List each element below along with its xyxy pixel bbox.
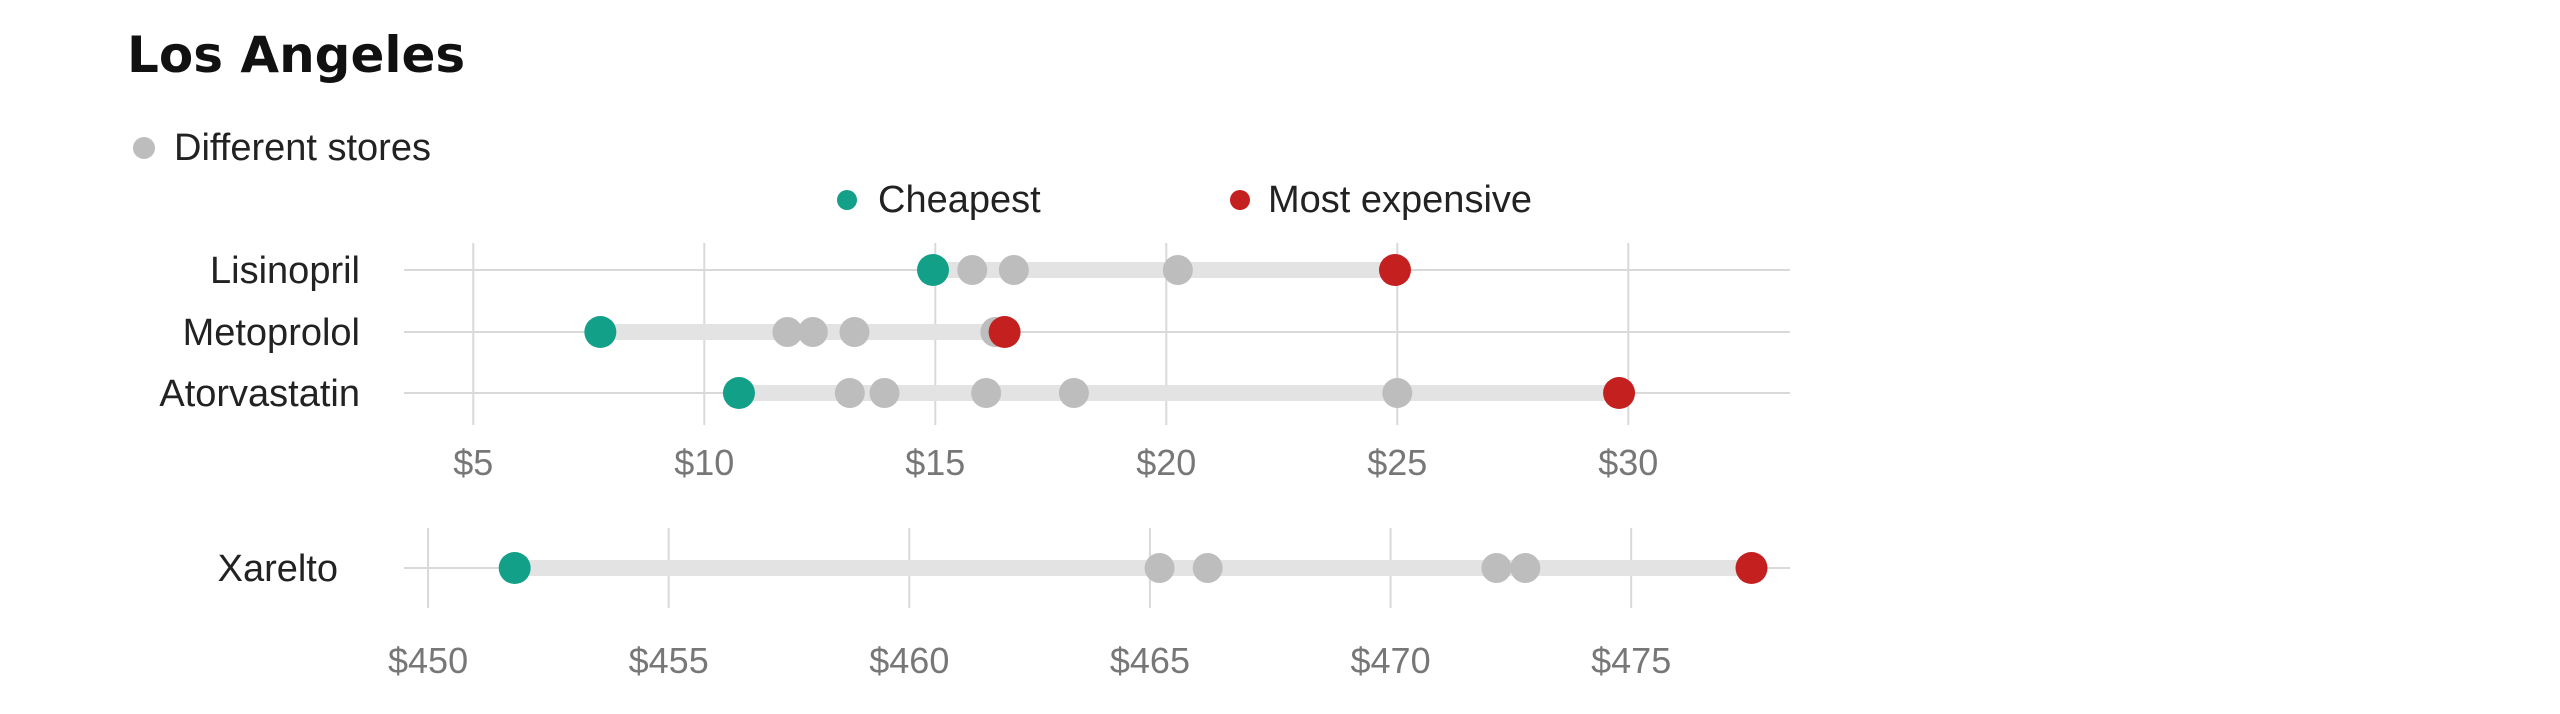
store-price-dot <box>772 317 803 347</box>
store-price-dot <box>1481 553 1512 583</box>
store-price-dot <box>869 378 900 408</box>
store-price-dot <box>957 255 988 285</box>
legend-different-stores: Different stores <box>174 127 431 169</box>
most-expensive-price-dot <box>1378 254 1411 286</box>
x-tick-label: $20 <box>1136 442 1196 483</box>
most-expensive-price-dot <box>1735 552 1768 584</box>
x-tick-label: $450 <box>388 640 468 681</box>
category-label: Xarelto <box>218 548 338 590</box>
store-price-dot <box>839 317 870 347</box>
cheapest-price-dot <box>498 552 531 584</box>
legend-cheapest: Cheapest <box>878 179 1041 221</box>
x-tick-label: $460 <box>869 640 949 681</box>
x-tick-label: $465 <box>1110 640 1190 681</box>
cheapest-price-dot <box>722 377 755 409</box>
x-tick-label: $25 <box>1367 442 1427 483</box>
most-expensive-price-dot <box>1603 377 1636 409</box>
legend-expensive-marker <box>1230 190 1250 210</box>
cheapest-price-dot <box>584 316 617 348</box>
panel-generic-prices: $5 $10 $15 $20 $25 $30 Lisinopril Metoprolol Ato… <box>159 243 1790 483</box>
x-tick-label: $15 <box>905 442 965 483</box>
category-label: Lisinopril <box>210 250 360 292</box>
store-price-dot <box>1162 255 1193 285</box>
cheapest-price-dot <box>916 254 949 286</box>
store-price-dot <box>1144 553 1175 583</box>
store-price-dot <box>797 317 828 347</box>
x-tick-label: $470 <box>1351 640 1431 681</box>
legend-store-marker <box>133 137 155 159</box>
store-price-dot <box>998 255 1029 285</box>
store-price-dot <box>834 378 865 408</box>
category-label: Atorvastatin <box>159 373 360 415</box>
x-tick-label: $475 <box>1591 640 1671 681</box>
x-tick-label: $10 <box>674 442 734 483</box>
store-price-dot <box>1058 378 1089 408</box>
x-tick-label: $5 <box>453 442 493 483</box>
most-expensive-price-dot <box>988 316 1021 348</box>
category-label: Metoprolol <box>183 312 360 354</box>
legend-cheapest-marker <box>837 190 857 210</box>
store-price-dot <box>1510 553 1541 583</box>
chart-title: Los Angeles <box>127 26 465 84</box>
store-price-dot <box>1192 553 1223 583</box>
panel-xarelto-prices: $450 $455 $460 $465 $470 $475 Xarelto <box>218 528 1790 681</box>
store-price-dot <box>1382 378 1413 408</box>
x-tick-label: $455 <box>629 640 709 681</box>
store-price-dot <box>971 378 1002 408</box>
x-tick-label: $30 <box>1598 442 1658 483</box>
legend-most-expensive: Most expensive <box>1268 179 1532 221</box>
legend: Different stores Cheapest Most expensive <box>133 127 1532 221</box>
